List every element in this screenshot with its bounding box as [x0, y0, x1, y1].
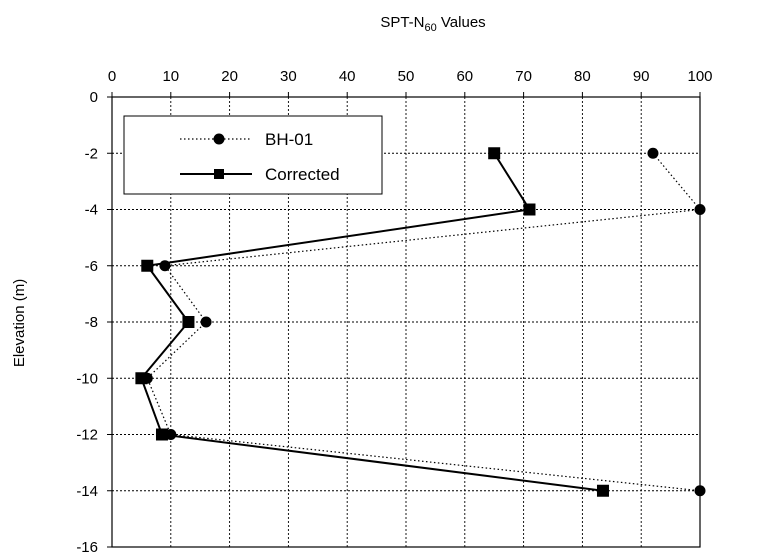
legend-label-corrected: Corrected: [265, 165, 340, 184]
x-tick-label-0: 0: [108, 68, 116, 85]
point-bh01-6: [694, 485, 706, 497]
y-tick-label--16: -16: [76, 539, 98, 552]
legend-marker-bh01: [213, 133, 225, 145]
series-layer: [135, 147, 706, 497]
point-corrected-5: [155, 428, 168, 441]
x-tick-label-60: 60: [456, 68, 473, 85]
chart-title-suffix: Values: [437, 14, 486, 31]
x-tick-label-10: 10: [162, 68, 179, 85]
axis-ticks: 0 10 20 30 40 50 60 70 80 90 100 0 -2 -4 -6 -8 -10 -12 -14…: [76, 68, 712, 552]
y-tick-label--8: -8: [85, 314, 98, 331]
x-tick-label-50: 50: [398, 68, 415, 85]
y-tick-label--4: -4: [85, 202, 98, 219]
legend-marker-corrected: [214, 169, 224, 179]
x-tick-label-70: 70: [515, 68, 532, 85]
x-tick-label-100: 100: [687, 68, 712, 85]
x-tick-label-40: 40: [339, 68, 356, 85]
legend-box: [123, 115, 383, 195]
y-tick-label--10: -10: [76, 370, 98, 387]
chart-title: SPT-N60 Values: [380, 14, 485, 34]
y-tick-label--6: -6: [85, 258, 98, 275]
x-tick-label-90: 90: [633, 68, 650, 85]
point-bh01-0: [647, 147, 659, 159]
point-bh01-5: [165, 429, 177, 440]
y-axis-label: Elevation (m): [11, 279, 28, 367]
chart-title-subscript: 60: [425, 22, 437, 34]
x-tick-label-80: 80: [574, 68, 591, 85]
x-tick-label-30: 30: [280, 68, 297, 85]
legend-label-bh01: BH-01: [265, 130, 313, 149]
chart-title-main: SPT-N: [380, 14, 424, 31]
point-corrected-4: [135, 372, 148, 385]
y-tick-label-0: 0: [90, 89, 98, 106]
x-tick-label-20: 20: [221, 68, 238, 85]
point-bh01-3: [200, 316, 212, 328]
point-corrected-6: [596, 484, 609, 497]
point-corrected-0: [488, 147, 501, 160]
y-tick-label--2: -2: [85, 145, 98, 162]
point-bh01-1: [694, 204, 706, 215]
point-corrected-2: [141, 259, 154, 272]
y-tick-label--14: -14: [76, 483, 98, 500]
point-corrected-1: [523, 203, 536, 216]
point-corrected-3: [182, 316, 195, 328]
y-tick-label--12: -12: [76, 427, 98, 444]
legend: BH-01 Corrected: [123, 115, 383, 195]
